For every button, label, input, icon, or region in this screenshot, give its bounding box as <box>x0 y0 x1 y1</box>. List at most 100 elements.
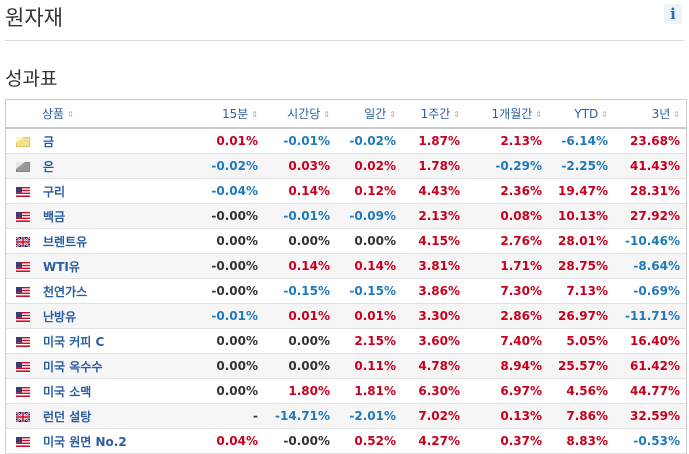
table-row: 미국 원면 No.2 0.04% -0.00% 0.52% 4.27% 0.37% 8.83… <box>6 428 686 454</box>
value-cell-y3: 44.77% <box>614 378 686 404</box>
value-cell-mo1: 2.13% <box>466 128 548 154</box>
value-cell-d1: 0.12% <box>336 178 402 204</box>
value-cell-h1: -0.00% <box>264 428 336 454</box>
commodity-cell: 미국 원면 No.2 <box>6 428 184 454</box>
value-cell-w1: 4.78% <box>402 353 466 379</box>
value-cell-mo1: 2.36% <box>466 178 548 204</box>
info-icon[interactable]: i <box>664 4 682 24</box>
value-cell-ytd: 25.57% <box>548 353 614 379</box>
value-cell-mo1: 0.37% <box>466 428 548 454</box>
value-cell-w1: 1.87% <box>402 128 466 154</box>
value-cell-w1: 4.27% <box>402 428 466 454</box>
sort-icon[interactable]: ⇕ <box>601 109 608 119</box>
value-cell-y3: 41.43% <box>614 153 686 179</box>
commodity-link[interactable]: 금 <box>43 134 55 149</box>
commodity-link[interactable]: 천연가스 <box>43 284 88 299</box>
commodity-link[interactable]: 미국 옥수수 <box>43 359 103 374</box>
commodity-cell: 구리 <box>6 178 184 204</box>
column-header-m15[interactable]: 15분 ⇕ <box>184 100 264 129</box>
table-header-row: 상품 ⇕ 15분 ⇕ 시간당 ⇕ 일간 ⇕ 1주간 ⇕ 1개월간 ⇕ YTD ⇕ 3년 ⇕ <box>6 100 686 129</box>
column-header-label: YTD <box>574 106 599 121</box>
column-header-ytd[interactable]: YTD ⇕ <box>548 100 614 129</box>
sort-icon[interactable]: ⇕ <box>673 110 680 119</box>
value-cell-m15: 0.00% <box>184 378 264 404</box>
value-cell-w1: 1.78% <box>402 153 466 179</box>
value-cell-mo1: 7.40% <box>466 328 548 354</box>
value-cell-m15: - <box>184 403 264 429</box>
value-cell-h1: 0.03% <box>264 153 336 179</box>
sort-icon[interactable]: ⇕ <box>535 110 542 119</box>
performance-table: 상품 ⇕ 15분 ⇕ 시간당 ⇕ 일간 ⇕ 1주간 ⇕ 1개월간 ⇕ YTD ⇕ 3년 ⇕ 금 0.01% -0.… <box>5 99 687 454</box>
value-cell-w1: 3.86% <box>402 278 466 304</box>
value-cell-y3: -8.64% <box>614 253 686 279</box>
value-cell-y3: 23.68% <box>614 128 686 154</box>
value-cell-mo1: 1.71% <box>466 253 548 279</box>
commodity-link[interactable]: 런던 설탕 <box>43 409 92 424</box>
value-cell-mo1: 2.86% <box>466 303 548 329</box>
commodity-link[interactable]: 백금 <box>43 209 66 224</box>
column-header-name[interactable]: 상품 ⇕ <box>6 100 184 129</box>
us-flag-icon <box>16 436 30 447</box>
commodity-link[interactable]: 구리 <box>43 184 66 199</box>
sort-icon[interactable]: ⇕ <box>67 110 74 119</box>
us-flag-icon <box>16 261 30 272</box>
sort-icon[interactable]: ⇕ <box>389 110 396 119</box>
divider <box>5 40 685 41</box>
value-cell-y3: 28.31% <box>614 178 686 204</box>
value-cell-w1: 2.13% <box>402 203 466 229</box>
value-cell-mo1: 2.76% <box>466 228 548 254</box>
value-cell-m15: -0.00% <box>184 253 264 279</box>
column-header-label: 3년 <box>651 107 671 121</box>
value-cell-ytd: 26.97% <box>548 303 614 329</box>
commodity-cell: 천연가스 <box>6 278 184 304</box>
value-cell-y3: -0.69% <box>614 278 686 304</box>
value-cell-d1: -0.02% <box>336 128 402 154</box>
commodity-link[interactable]: 미국 커피 C <box>43 334 105 349</box>
table-row: 난방유 -0.01% 0.01% 0.01% 3.30% 2.86% 26.97% -11.7… <box>6 303 686 329</box>
commodity-link[interactable]: 은 <box>43 159 55 174</box>
value-cell-w1: 4.43% <box>402 178 466 204</box>
column-header-label: 상품 <box>42 107 65 121</box>
column-header-label: 1개월간 <box>491 107 533 121</box>
sort-icon[interactable]: ⇕ <box>323 110 330 119</box>
silver-icon <box>15 161 31 172</box>
column-header-label: 일간 <box>364 107 387 121</box>
column-header-mo1[interactable]: 1개월간 ⇕ <box>466 100 548 129</box>
value-cell-d1: 0.11% <box>336 353 402 379</box>
value-cell-y3: 16.40% <box>614 328 686 354</box>
value-cell-h1: -0.01% <box>264 128 336 154</box>
value-cell-ytd: 5.05% <box>548 328 614 354</box>
us-flag-icon <box>16 186 30 197</box>
table-body: 금 0.01% -0.01% -0.02% 1.87% 2.13% -6.14% 23.68%… <box>6 128 686 454</box>
value-cell-ytd: -2.25% <box>548 153 614 179</box>
value-cell-m15: -0.00% <box>184 278 264 304</box>
value-cell-d1: 0.14% <box>336 253 402 279</box>
commodity-link[interactable]: 브렌트유 <box>43 234 88 249</box>
value-cell-ytd: 28.75% <box>548 253 614 279</box>
commodity-link[interactable]: 미국 원면 No.2 <box>43 434 127 449</box>
value-cell-w1: 7.02% <box>402 403 466 429</box>
value-cell-w1: 3.81% <box>402 253 466 279</box>
column-header-w1[interactable]: 1주간 ⇕ <box>402 100 466 129</box>
column-header-d1[interactable]: 일간 ⇕ <box>336 100 402 129</box>
value-cell-mo1: 0.13% <box>466 403 548 429</box>
value-cell-mo1: 0.08% <box>466 203 548 229</box>
commodity-cell: 은 <box>6 153 184 179</box>
table-row: 은 -0.02% 0.03% 0.02% 1.78% -0.29% -2.25% 41.43% <box>6 153 686 179</box>
us-flag-icon <box>16 311 30 322</box>
commodity-link[interactable]: 난방유 <box>43 309 77 324</box>
value-cell-d1: -2.01% <box>336 403 402 429</box>
value-cell-d1: 0.02% <box>336 153 402 179</box>
sort-icon[interactable]: ⇕ <box>251 110 258 119</box>
value-cell-m15: 0.00% <box>184 328 264 354</box>
commodity-link[interactable]: 미국 소맥 <box>43 384 92 399</box>
sort-icon[interactable]: ⇕ <box>453 110 460 119</box>
column-header-h1[interactable]: 시간당 ⇕ <box>264 100 336 129</box>
value-cell-d1: 0.52% <box>336 428 402 454</box>
commodity-cell: 런던 설탕 <box>6 403 184 429</box>
commodity-link[interactable]: WTI유 <box>43 259 80 274</box>
value-cell-h1: -0.01% <box>264 203 336 229</box>
us-flag-icon <box>16 336 30 347</box>
us-flag-icon <box>16 286 30 297</box>
column-header-y3[interactable]: 3년 ⇕ <box>614 100 686 129</box>
